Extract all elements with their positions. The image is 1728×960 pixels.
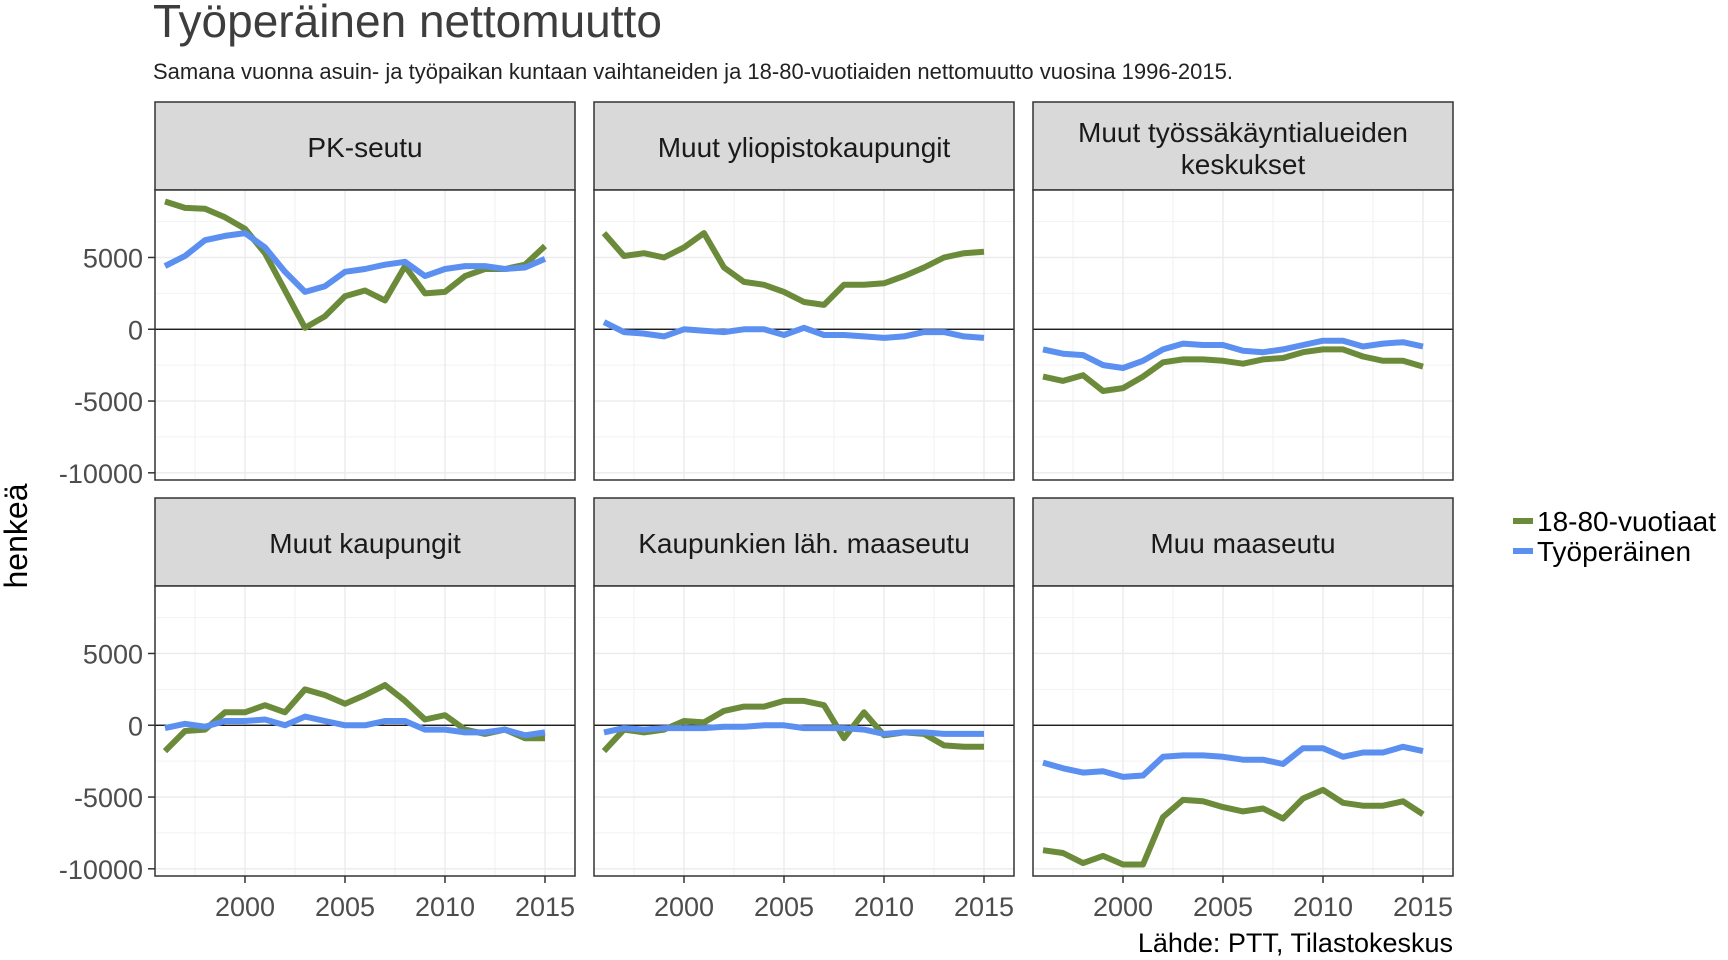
x-tick-label: 2005 [1193,892,1253,922]
x-tick-label: 2005 [754,892,814,922]
chart-title: Työperäinen nettomuutto [153,0,662,47]
y-tick-label: -10000 [59,459,143,489]
facet-strip [593,497,1015,587]
y-tick-label: 5000 [83,639,143,669]
source-caption: Lähde: PTT, Tilastokeskus [1138,928,1453,958]
facet-panel: Muut yliopistokaupungit [593,101,1015,481]
y-tick-label: -5000 [74,783,143,813]
facet-panel: PK-seutu 5000 0 -5000 -10000 [59,101,576,489]
y-tick-label: 0 [128,315,143,345]
facet-strip-label: Muu maaseutu [1150,528,1335,559]
x-tick-label: 2015 [1393,892,1453,922]
y-tick-label: -5000 [74,387,143,417]
facet-strip [154,497,576,587]
y-axis-title: henkeä [0,483,34,588]
panel-border [593,189,1015,481]
x-tick-label: 2000 [1093,892,1153,922]
facet-panel: Muut kaupungit 5000 0 -5000 -10000 2000 2005 20… [59,497,576,922]
series-line-tyoperainen [164,713,546,739]
series-line-tyoperainen [1042,743,1424,780]
panel-border [1032,585,1454,877]
series-line-tyoperainen [163,230,547,295]
series-line-vuotiaat [1042,786,1425,868]
facet-strip [593,101,1015,191]
x-tick-label: 2010 [1293,892,1353,922]
panel-border [154,189,576,481]
panel-background [1033,190,1453,480]
facet-strip-label: keskukset [1181,149,1306,180]
panel-border [593,585,1015,877]
facet-strip-label: Muut yliopistokaupungit [658,132,951,163]
facet-strip-label: Kaupunkien läh. maaseutu [638,528,970,559]
panel-border [154,585,576,877]
y-tick-label: 0 [128,711,143,741]
x-tick-label: 2000 [215,892,275,922]
series-line-tyoperainen [1042,337,1424,371]
facet-strip-label: PK-seutu [307,132,422,163]
facet-strip-label: Muut työssäkäyntialueiden [1078,117,1408,148]
facet-panel: Muu maaseutu 2000 2005 2010 2015 [1032,497,1454,922]
series-line-vuotiaat [1042,346,1424,394]
series-line-vuotiaat [164,198,548,331]
y-tick-label: 5000 [83,243,143,273]
x-tick-label: 2010 [415,892,475,922]
facet-strip [1032,101,1454,191]
panel-border [1032,189,1454,481]
legend-label: 18-80-vuotiaat [1537,506,1716,537]
x-tick-label: 2015 [954,892,1014,922]
legend-label: Työperäinen [1537,536,1691,567]
x-tick-label: 2010 [854,892,914,922]
facet-panel: Kaupunkien läh. maaseutu 2000 2005 2010 2015 [593,497,1015,922]
series-line-tyoperainen [602,319,985,341]
facet-strip-label: Muut kaupungit [269,528,461,559]
panel-background [1033,586,1453,876]
x-tick-label: 2005 [315,892,375,922]
y-tick-label: -10000 [59,855,143,885]
x-tick-label: 2000 [654,892,714,922]
facet-strip [1032,497,1454,587]
series-line-vuotiaat [601,230,985,308]
chart-subtitle: Samana vuonna asuin- ja työpaikan kuntaa… [153,59,1233,84]
x-tick-label: 2015 [515,892,575,922]
series-line-tyoperainen [603,722,984,737]
